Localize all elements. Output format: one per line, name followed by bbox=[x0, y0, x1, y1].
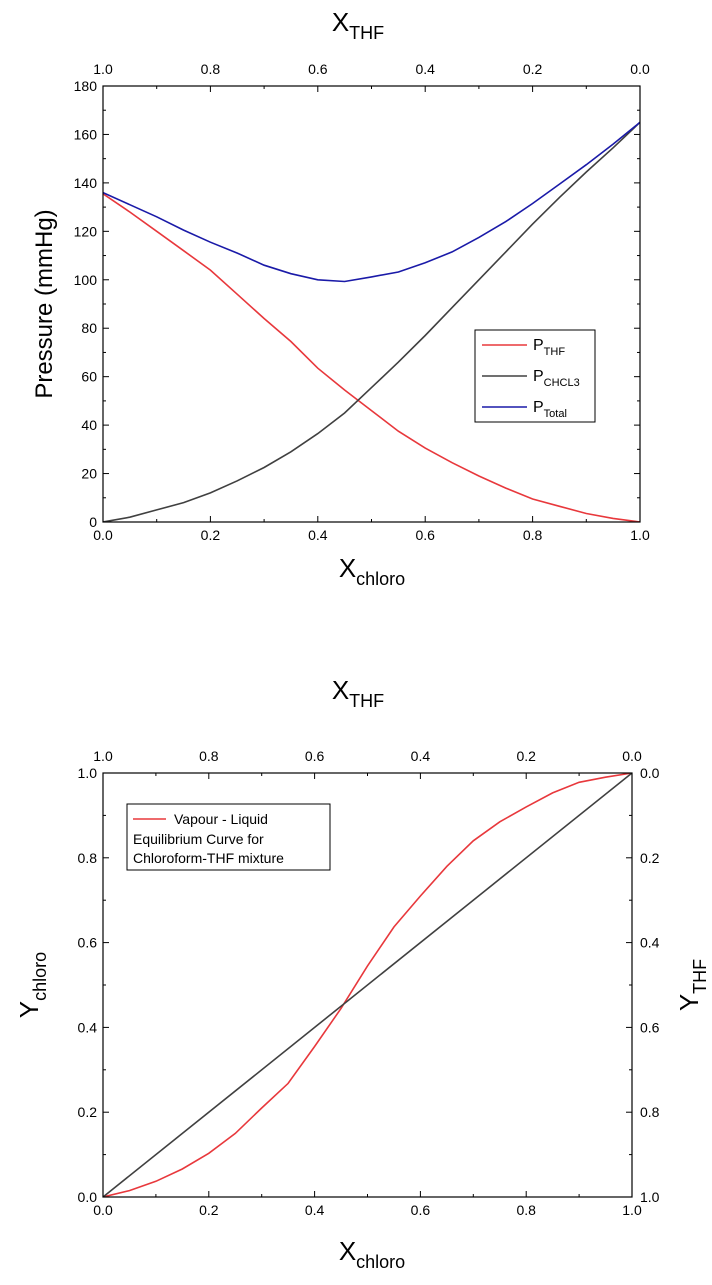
x-axis-title-sub: chloro bbox=[356, 1252, 405, 1272]
x-tick-label: 0.4 bbox=[305, 1202, 325, 1218]
plot-frame bbox=[102, 85, 641, 523]
x-tick-label: 0.8 bbox=[523, 527, 543, 543]
y-tick-label: 60 bbox=[81, 369, 97, 385]
x-axis-title-main: X bbox=[339, 1236, 356, 1266]
series-line-thf bbox=[103, 193, 640, 522]
top-axis-title-main: X bbox=[332, 675, 349, 705]
top-x-tick-label: 0.8 bbox=[199, 748, 219, 764]
y-axis-title: Pressure (mmHg) bbox=[31, 209, 58, 398]
legend-label-main: P bbox=[533, 337, 544, 354]
series-line-diagonal bbox=[103, 773, 632, 1197]
vapour-liquid-equilibrium-chart: 0.0 0.2 0.4 0.6 0.8 1.01.0 0.8 0.6 0.4 0.2 0.00.00… bbox=[14, 675, 710, 1272]
legend-label-main: P bbox=[533, 368, 544, 385]
y-tick-label: 160 bbox=[74, 126, 98, 142]
y-tick-label: 1.0 bbox=[78, 765, 98, 781]
right-y-tick-label: 1.0 bbox=[640, 1189, 660, 1205]
x-tick-label: 0.2 bbox=[201, 527, 221, 543]
y-tick-label: 20 bbox=[81, 466, 97, 482]
series-line-equilibrium-curve bbox=[103, 773, 632, 1197]
top-axis-title-main: X bbox=[332, 7, 349, 37]
series-line-chcl3 bbox=[103, 121, 640, 522]
x-tick-label: 0.8 bbox=[516, 1202, 536, 1218]
top-x-tick-label: 0.2 bbox=[516, 748, 536, 764]
right-y-tick-label: 0.4 bbox=[640, 935, 660, 951]
top-axis-title: XTHF bbox=[332, 675, 384, 711]
top-x-tick-label: 1.0 bbox=[93, 748, 113, 764]
legend-label-line-1: Vapour - Liquid bbox=[174, 811, 268, 827]
y-tick-label: 0 bbox=[89, 514, 97, 530]
right-y-tick-label: 0.8 bbox=[640, 1104, 660, 1120]
y-axis-title: Ychloro bbox=[14, 952, 50, 1018]
top-x-tick-label: 0.6 bbox=[305, 748, 325, 764]
y-axis-title-main: Y bbox=[14, 1001, 44, 1018]
y-tick-label: 0.2 bbox=[78, 1104, 98, 1120]
x-tick-label: 0.6 bbox=[411, 1202, 431, 1218]
legend-label-total: PTotal bbox=[533, 399, 567, 420]
right-y-axis-title-main: Y bbox=[674, 994, 704, 1011]
y-tick-label: 0.4 bbox=[78, 1019, 98, 1035]
top-x-tick-label: 0.4 bbox=[415, 61, 435, 77]
pressure-composition-chart: 0.0 0.2 0.4 0.6 0.8 1.01.0 0.8 0.6 0.4 0.2 0.00204… bbox=[31, 7, 650, 589]
legend-label-sub: THF bbox=[544, 346, 566, 358]
right-y-tick-label: 0.2 bbox=[640, 850, 660, 866]
top-axis-title-sub: THF bbox=[349, 691, 384, 711]
top-x-tick-label: 1.0 bbox=[93, 61, 113, 77]
legend-box bbox=[126, 803, 331, 871]
x-tick-label: 0.2 bbox=[199, 1202, 219, 1218]
legend-label-sub: CHCL3 bbox=[544, 377, 580, 389]
legend: Vapour - Liquid Equilibrium Curve for Chlo… bbox=[126, 803, 331, 871]
x-axis-title: Xchloro bbox=[339, 553, 405, 589]
legend-label-sub: Total bbox=[544, 408, 567, 420]
top-x-tick-label: 0.6 bbox=[308, 61, 328, 77]
y-axis-title-sub: chloro bbox=[30, 952, 50, 1001]
top-axis-title-sub: THF bbox=[349, 23, 384, 43]
right-y-tick-label: 0.6 bbox=[640, 1019, 660, 1035]
top-x-tick-label: 0.4 bbox=[411, 748, 431, 764]
x-tick-label: 1.0 bbox=[622, 1202, 642, 1218]
legend-label-line-2: Equilibrium Curve for bbox=[133, 831, 264, 847]
top-x-tick-label: 0.8 bbox=[201, 61, 221, 77]
right-y-axis-title: YTHF bbox=[674, 959, 710, 1011]
legend-label-chcl3: PCHCL3 bbox=[533, 368, 580, 389]
y-tick-label: 100 bbox=[74, 272, 98, 288]
x-axis-title-main: X bbox=[339, 553, 356, 583]
x-axis-title-sub: chloro bbox=[356, 569, 405, 589]
x-tick-label: 0.6 bbox=[415, 527, 435, 543]
x-tick-label: 0.0 bbox=[93, 1202, 113, 1218]
y-tick-label: 180 bbox=[74, 78, 98, 94]
right-y-axis-title-sub: THF bbox=[690, 959, 710, 994]
x-axis-title: Xchloro bbox=[339, 1236, 405, 1272]
y-tick-label: 40 bbox=[81, 417, 97, 433]
top-x-tick-label: 0.0 bbox=[630, 61, 650, 77]
right-y-tick-label: 0.0 bbox=[640, 765, 660, 781]
y-tick-label: 0.6 bbox=[78, 935, 98, 951]
legend-label-line-3: Chloroform-THF mixture bbox=[133, 850, 284, 866]
y-tick-label: 140 bbox=[74, 175, 98, 191]
top-x-tick-label: 0.2 bbox=[523, 61, 543, 77]
y-tick-label: 120 bbox=[74, 223, 98, 239]
top-x-tick-label: 0.0 bbox=[622, 748, 642, 764]
top-axis-title: XTHF bbox=[332, 7, 384, 43]
y-tick-label: 0.0 bbox=[78, 1189, 98, 1205]
x-tick-label: 0.0 bbox=[93, 527, 113, 543]
y-tick-label: 80 bbox=[81, 320, 97, 336]
x-tick-label: 0.4 bbox=[308, 527, 328, 543]
y-tick-label: 0.8 bbox=[78, 850, 98, 866]
series-line-total bbox=[103, 121, 640, 283]
legend-label-thf: PTHF bbox=[533, 337, 565, 358]
legend-label-main: P bbox=[533, 399, 544, 416]
x-tick-label: 1.0 bbox=[630, 527, 650, 543]
